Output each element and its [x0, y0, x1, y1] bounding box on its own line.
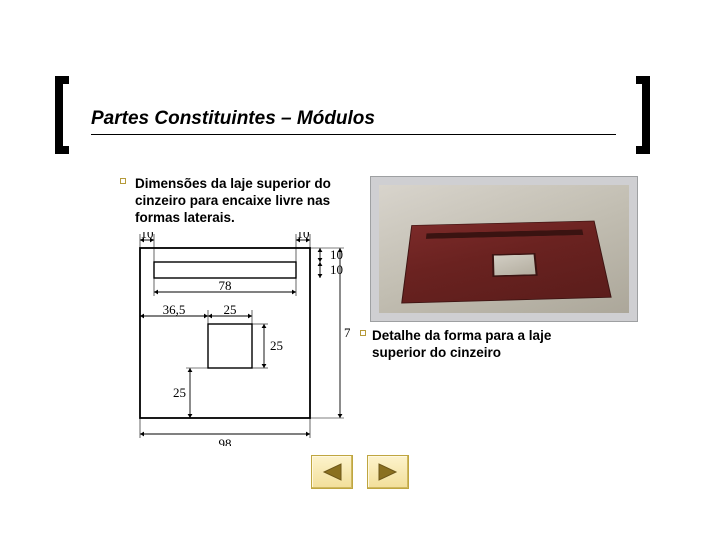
nav-buttons [0, 455, 720, 494]
mold-slab [401, 221, 612, 304]
svg-text:98: 98 [219, 436, 232, 446]
svg-text:10: 10 [330, 247, 343, 262]
svg-text:10: 10 [141, 232, 154, 241]
svg-text:25: 25 [224, 302, 237, 317]
caption-right: Detalhe da forma para a laje superior do… [372, 328, 552, 362]
caption-left: Dimensões da laje superior do cinzeiro p… [135, 176, 345, 227]
technical-drawing: 101010107836,52525782598 [110, 232, 350, 446]
title-underline [91, 134, 616, 135]
prev-button[interactable] [311, 455, 353, 489]
bracket-left-icon [55, 76, 69, 154]
arrow-left-icon [321, 462, 343, 482]
arrow-right-icon [377, 462, 399, 482]
mold-slot [426, 230, 583, 239]
svg-text:36,5: 36,5 [163, 302, 186, 317]
bracket-right-icon [636, 76, 650, 154]
page-title: Partes Constituintes – Módulos [91, 108, 375, 130]
bullet-icon [360, 330, 366, 336]
svg-text:25: 25 [173, 385, 186, 400]
photo-surface [379, 185, 629, 313]
photo-form-mold [370, 176, 638, 322]
svg-text:78: 78 [344, 325, 350, 340]
svg-text:25: 25 [270, 338, 283, 353]
svg-text:10: 10 [297, 232, 310, 241]
next-button[interactable] [367, 455, 409, 489]
svg-text:10: 10 [330, 262, 343, 277]
title-bar: Partes Constituintes – Módulos [55, 76, 650, 154]
bullet-icon [120, 178, 126, 184]
svg-text:78: 78 [219, 278, 232, 293]
